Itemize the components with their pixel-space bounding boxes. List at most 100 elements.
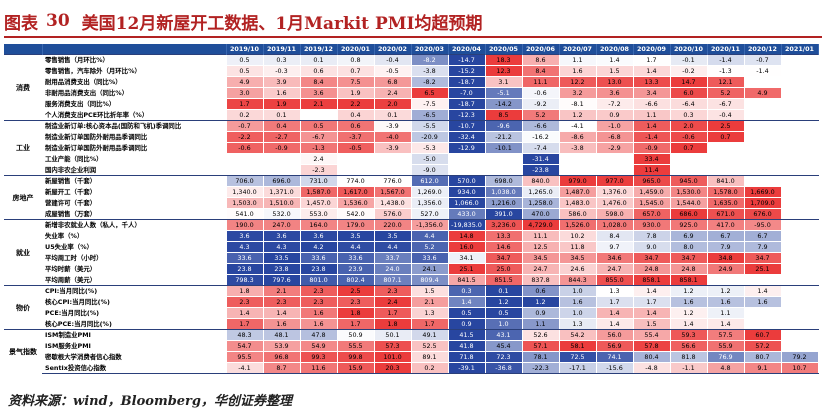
table-cell: 0.7 xyxy=(336,65,375,77)
table-cell xyxy=(780,252,819,264)
table-cell: 1,669.0 xyxy=(743,186,782,198)
table-cell xyxy=(743,131,782,143)
table-cell: 34.6 xyxy=(595,252,634,264)
table-cell: 1,587.0 xyxy=(299,186,338,198)
table-cell: 2.5 xyxy=(336,285,375,297)
table-cell: 1,483.0 xyxy=(558,197,597,209)
column-header: 2020/06 xyxy=(522,44,560,55)
table-cell: 3.4 xyxy=(632,87,671,99)
table-cell: 698.0 xyxy=(484,175,523,187)
source-note: 资料来源：wind，Bloomberg，华创证券整理 xyxy=(8,394,292,409)
table-cell: 2.0 xyxy=(373,98,412,110)
table-cell xyxy=(780,274,819,286)
table-cell xyxy=(447,164,486,176)
table-cell: 1,487.0 xyxy=(558,186,597,198)
row-label: 零售销售，汽车除外（月环比%） xyxy=(45,67,141,75)
group-label: 房地产 xyxy=(4,175,42,220)
table-cell: 0.3 xyxy=(669,109,708,121)
table-row: 成屋销售（万套） 541.0 532.0 553.0 542.0 576.0 527.0 43… xyxy=(4,208,819,220)
table-row: 营建许可（千套） 1,503.0 1,510.0 1,457.0 1,536.0 1,43… xyxy=(4,197,819,209)
table-cell: 0.1 xyxy=(373,109,412,121)
table-cell: 1,066.0 xyxy=(447,197,486,209)
row-label: ISM服务业PMI xyxy=(45,342,91,350)
table-cell: 8.4 xyxy=(521,65,560,77)
table-cell: 2.3 xyxy=(262,296,301,308)
table-cell: 2.4 xyxy=(373,296,412,308)
table-cell: -9.2 xyxy=(521,98,560,110)
row-label: 耐用品消费支出（同比%） xyxy=(45,78,122,86)
table-cell: 24.7 xyxy=(521,263,560,275)
table-cell xyxy=(780,263,819,275)
table-cell: -1.4 xyxy=(632,131,671,143)
table-cell: -22.3 xyxy=(521,362,560,374)
table-cell xyxy=(743,164,782,176)
table-cell: 1,578.0 xyxy=(706,186,745,198)
table-cell: -5.1 xyxy=(484,87,523,99)
table-cell xyxy=(706,164,745,176)
table-cell: 24.0 xyxy=(373,263,412,275)
table-cell: 1.4 xyxy=(632,285,671,297)
table-cell: 3.6 xyxy=(225,230,264,242)
table-cell: 0.9 xyxy=(447,318,486,330)
table-cell: -18.7 xyxy=(447,98,486,110)
table-cell: 0.5 xyxy=(299,120,338,132)
table-row: U5失业率（%） 4.3 4.3 4.2 4.4 4.4 5.2 16.0 14.6 12.5 11… xyxy=(4,241,819,253)
table-cell: 1,028.0 xyxy=(595,219,634,231)
table-cell: 24.7 xyxy=(595,263,634,275)
table-cell: 3.0 xyxy=(225,87,264,99)
table-cell: 0.1 xyxy=(299,54,338,66)
table-cell xyxy=(780,175,819,187)
table-cell: -12.3 xyxy=(447,109,486,121)
table-cell xyxy=(743,274,782,286)
table-cell: 34.7 xyxy=(669,252,708,264)
table-cell: 1.1 xyxy=(521,318,560,330)
row-label: 平均时薪（美元） xyxy=(45,265,97,273)
table-cell: 1,038.0 xyxy=(484,186,523,198)
table-cell xyxy=(780,131,819,143)
table-cell: 0.5 xyxy=(447,307,486,319)
row-label: 国内非农企业利润 xyxy=(42,164,226,176)
table-cell: 164.0 xyxy=(299,219,338,231)
table-cell xyxy=(780,318,819,330)
table-cell: 1,258.0 xyxy=(521,197,560,209)
table-cell: 3.6 xyxy=(595,87,634,99)
table-cell: 3.9 xyxy=(262,76,301,88)
table-cell: 4.9 xyxy=(743,87,782,99)
table-cell: 2.4 xyxy=(299,153,338,165)
table-cell: 15.9 xyxy=(336,362,375,374)
table-cell xyxy=(780,120,819,132)
table-cell: 13.0 xyxy=(595,76,634,88)
table-cell: 706.0 xyxy=(225,175,264,187)
table-cell: 1.6 xyxy=(558,65,597,77)
table-cell: 0.3 xyxy=(447,285,486,297)
table-cell: -5.3 xyxy=(410,142,449,154)
table-row: 消费 零售销售（月环比%） 0.5 0.3 0.1 0.8 -0.4 -8.2 -14.7 18.… xyxy=(4,54,819,121)
row-label: 制造业新订单国防外耐用品季调同比 xyxy=(45,144,148,152)
table-cell: 1.6 xyxy=(743,296,782,308)
table-cell: 979.0 xyxy=(558,175,597,187)
table-cell: 56.6 xyxy=(669,340,708,352)
table-cell: 8.0 xyxy=(669,241,708,253)
title-prefix: 图表 xyxy=(4,13,38,34)
table-cell: 3.6 xyxy=(262,230,301,242)
table-cell xyxy=(743,153,782,165)
table-row: 服务消费支出（同比%） 1.7 1.9 2.1 2.2 2.0 -7.5 -18.7 -14.2… xyxy=(4,98,819,110)
table-cell xyxy=(780,285,819,297)
table-cell: 1.5 xyxy=(632,318,671,330)
table-cell xyxy=(373,164,412,176)
table-cell: 34.7 xyxy=(743,252,782,264)
table-cell: 1.2 xyxy=(521,296,560,308)
table-cell: 7.5 xyxy=(336,76,375,88)
table-cell: 9.7 xyxy=(595,241,634,253)
column-header: 2019/10 xyxy=(226,44,264,55)
table-cell: 0.3 xyxy=(262,54,301,66)
table-cell: 1.2 xyxy=(669,285,708,297)
table-cell: 190.0 xyxy=(225,219,264,231)
group-label: 物价 xyxy=(4,285,42,330)
table-cell: 1.7 xyxy=(632,54,671,66)
table-cell: 1,356.0 xyxy=(410,197,449,209)
table-cell: 99.3 xyxy=(299,351,338,363)
row-label: 平均周工时（小时） xyxy=(45,254,103,262)
table-cell: 731.0 xyxy=(299,175,338,187)
table-cell xyxy=(706,153,745,165)
